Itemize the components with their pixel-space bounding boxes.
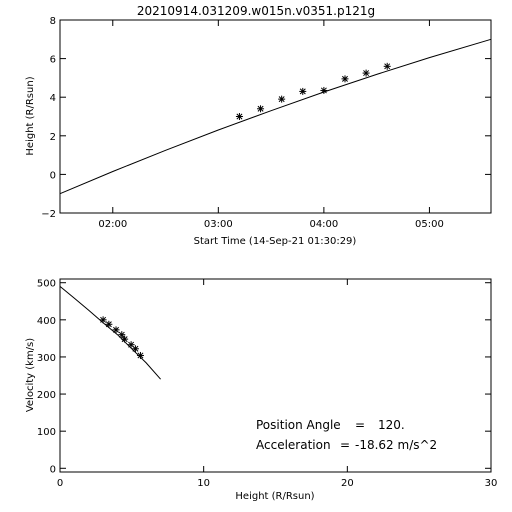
x-tick-label: 0	[57, 478, 63, 489]
y-tick-label: 300	[37, 353, 56, 364]
data-point-asterisk	[320, 86, 328, 94]
x-ticks: 02:00 03:00 04:00 05:00	[98, 20, 444, 230]
fit-line	[59, 286, 161, 380]
data-point-asterisk	[118, 331, 126, 339]
x-tick-label: 03:00	[204, 219, 233, 230]
y-tick-label: 6	[50, 55, 56, 66]
x-axis-label: Start Time (14-Sep-21 01:30:29)	[194, 236, 357, 247]
data-point-asterisk	[99, 316, 107, 324]
y-tick-label: 4	[50, 93, 56, 104]
data-point-asterisk	[235, 113, 243, 120]
y-tick-label: 8	[50, 16, 56, 27]
y-tick-label: 500	[37, 279, 56, 290]
data-point-asterisk	[278, 95, 286, 103]
y-tick-label: 200	[37, 390, 56, 401]
annotation-position-angle-label: Position Angle	[256, 418, 341, 432]
data-point-asterisk	[105, 320, 113, 328]
y-ticks: −2 0 2 4 6 8	[41, 16, 491, 220]
x-tick-label: 04:00	[309, 219, 338, 230]
y-tick-label: 2	[50, 132, 56, 143]
x-tick-label: 20	[341, 478, 354, 489]
annotation-position-angle-value: 120.	[378, 418, 405, 432]
annotation-acceleration-label: Acceleration	[256, 438, 331, 452]
x-axis-label: Height (R/Rsun)	[235, 491, 314, 502]
data-point-asterisk	[362, 69, 370, 77]
plot-frame	[59, 278, 492, 473]
velocity-height-chart: Height (R/Rsun) Velocity (km/s) 0 10 20 30 …	[25, 278, 498, 502]
x-tick-label: 05:00	[415, 219, 444, 230]
x-ticks: 0 10 20 30	[57, 279, 498, 489]
annotation-acceleration-value: -18.62 m/s^2	[355, 438, 437, 452]
data-point-asterisk	[112, 326, 120, 334]
fit-line	[59, 38, 492, 195]
plot-frame	[59, 19, 492, 214]
annotation-position-angle-eq: =	[355, 418, 365, 432]
annotation-acceleration-eq: =	[340, 438, 350, 452]
y-ticks: 0 100 200 300 400 500	[37, 279, 491, 475]
figure-title: 20210914.031209.w015n.v0351.p121g	[137, 4, 375, 18]
data-point-asterisk	[136, 351, 144, 359]
x-tick-label: 30	[485, 478, 498, 489]
series-group	[59, 286, 161, 380]
height-time-chart: Start Time (14-Sep-21 01:30:29) Height (…	[25, 16, 492, 247]
y-tick-label: 0	[50, 170, 56, 181]
data-point-asterisk	[383, 62, 391, 70]
x-tick-label: 02:00	[98, 219, 127, 230]
data-point-asterisk	[121, 335, 129, 343]
y-axis-label: Velocity (km/s)	[25, 338, 36, 412]
data-point-asterisk	[257, 105, 265, 113]
y-tick-label: 100	[37, 427, 56, 438]
data-point-asterisk	[299, 87, 307, 95]
series-group	[59, 38, 492, 195]
y-tick-label: −2	[41, 209, 56, 220]
y-tick-label: 400	[37, 316, 56, 327]
data-point-asterisk	[131, 345, 139, 353]
data-point-asterisk	[341, 75, 349, 83]
y-axis-label: Height (R/Rsun)	[25, 76, 36, 155]
y-tick-label: 0	[50, 464, 56, 475]
x-tick-label: 10	[197, 478, 210, 489]
